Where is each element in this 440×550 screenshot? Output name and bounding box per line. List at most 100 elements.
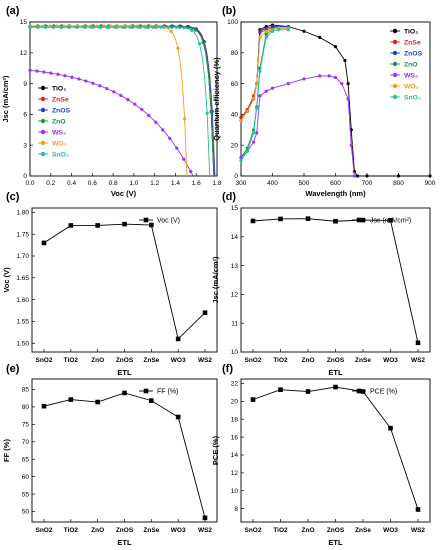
- y-tick-label: 20: [231, 142, 239, 149]
- x-tick-label: WS2: [411, 527, 425, 534]
- data-point: [258, 94, 262, 98]
- x-tick-label: TiO2: [273, 527, 288, 534]
- plot-frame: [240, 207, 431, 353]
- data-point: [35, 69, 39, 73]
- x-tick-label: TiO2: [64, 357, 79, 364]
- data-point: [166, 25, 171, 29]
- x-tick-label: SnO2: [36, 527, 53, 534]
- data-point: [277, 28, 281, 32]
- x-tick-label: 0.8: [109, 180, 118, 187]
- data-point: [365, 174, 369, 178]
- y-tick-label: 60: [231, 81, 239, 88]
- series-line: [252, 386, 419, 510]
- y-tick-label: 0: [234, 173, 238, 180]
- data-point: [97, 25, 101, 29]
- panel-1: 300 400 500 600 700 800 900 0 20 40 60 80 100 TiO₂ ZnS…: [212, 5, 436, 198]
- x-tick-label: SnO2: [245, 357, 262, 364]
- legend-marker: [392, 94, 398, 100]
- data-point: [189, 169, 193, 174]
- legend-marker: [40, 85, 46, 91]
- data-point: [388, 218, 393, 223]
- data-point: [182, 157, 186, 161]
- data-point: [343, 58, 347, 63]
- data-point: [41, 240, 47, 246]
- data-point: [270, 29, 275, 33]
- legend-label: SnO₂: [52, 151, 69, 158]
- data-point: [355, 174, 360, 178]
- data-point: [120, 25, 125, 29]
- x-tick-label: SnO2: [36, 357, 53, 364]
- y-tick-label: 3: [23, 142, 27, 149]
- x-tick-label: ZnO: [91, 527, 104, 534]
- data-point: [270, 24, 275, 29]
- panel-0: 0.0 0.2 0.4 0.6 0.8 1.0 1.2 1.4 1.6 1.8 0 3 6 9 12 15 Ti…: [1, 5, 222, 198]
- y-tick-label: 80: [231, 50, 239, 57]
- legend-label: TiO₂: [404, 28, 418, 35]
- data-point: [122, 390, 127, 396]
- data-point: [264, 29, 268, 33]
- series-line: [252, 218, 419, 343]
- data-point: [154, 120, 158, 124]
- data-point: [278, 387, 283, 393]
- y-tick-label: 65: [22, 456, 30, 463]
- y-tick-label: 1.65: [16, 275, 29, 282]
- x-tick-label: WO3: [171, 527, 186, 534]
- y-tick-label: 80: [22, 404, 30, 411]
- x-tick-label: 900: [425, 180, 436, 187]
- y-axis-title: Quantum efficiency (%): [212, 57, 221, 141]
- y-tick-label: 1.70: [16, 253, 29, 260]
- y-tick-label: 16: [231, 434, 239, 441]
- y-tick-label: 12: [20, 50, 28, 57]
- data-point: [98, 84, 102, 88]
- x-tick-label: ZnOS: [116, 527, 134, 534]
- y-tick-label: 12: [231, 292, 239, 299]
- legend-marker: [392, 83, 398, 89]
- y-tick-label: 70: [22, 439, 30, 446]
- x-tick-label: WO3: [383, 527, 398, 534]
- y-tick-label: 1.50: [16, 340, 29, 347]
- y-tick-label: 85: [22, 387, 30, 394]
- data-point: [74, 25, 78, 29]
- plot-frame: [240, 378, 431, 523]
- y-tick-label: 1.75: [16, 231, 29, 238]
- data-point: [49, 71, 53, 75]
- data-point: [105, 25, 109, 29]
- data-point: [396, 174, 401, 178]
- x-tick-label: ZnO: [91, 357, 104, 364]
- x-tick-label: WS2: [198, 527, 212, 534]
- data-point: [169, 29, 173, 33]
- data-point: [68, 397, 74, 402]
- data-point: [119, 93, 123, 98]
- data-point: [159, 25, 163, 29]
- legend-marker: [392, 72, 398, 78]
- x-tick-label: ZnSe: [143, 357, 159, 364]
- legend-marker: [392, 61, 398, 67]
- legend-marker: [356, 217, 362, 223]
- legend-marker: [143, 217, 149, 223]
- data-point: [264, 32, 268, 36]
- y-tick-label: 12: [231, 470, 239, 477]
- legend-label: WS₂: [404, 72, 418, 79]
- data-point: [175, 146, 179, 150]
- x-tick-label: 0.2: [46, 180, 55, 187]
- data-point: [182, 117, 187, 121]
- data-point: [245, 149, 249, 154]
- data-point: [264, 35, 268, 40]
- legend: PCE (%): [352, 389, 397, 396]
- panel-label: (d): [222, 191, 236, 203]
- data-point: [286, 28, 290, 32]
- panel-4: SnO2 TiO2 ZnO ZnOS ZnSe WO3 WS2 50 55 60 65 70 75 80 8…: [2, 363, 218, 547]
- x-tick-label: WS2: [198, 357, 212, 364]
- data-point: [84, 79, 88, 83]
- data-point: [66, 25, 71, 29]
- x-tick-label: 300: [236, 180, 247, 187]
- data-point: [168, 136, 172, 141]
- data-point: [318, 35, 322, 40]
- x-tick-label: 800: [393, 180, 404, 187]
- data-point: [151, 25, 155, 29]
- data-point: [56, 72, 60, 76]
- y-tick-label: 15: [20, 19, 28, 26]
- data-point: [428, 174, 432, 178]
- legend-marker: [392, 28, 398, 34]
